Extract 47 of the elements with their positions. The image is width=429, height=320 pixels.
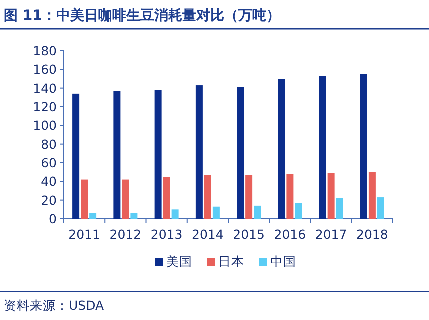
bar <box>246 175 253 219</box>
y-tick-label: 100 <box>33 118 58 134</box>
bar <box>130 213 138 219</box>
text: 资料来源：USDA <box>4 298 104 313</box>
bar <box>328 173 335 219</box>
bar <box>172 210 179 219</box>
y-tick-label: 180 <box>33 44 58 58</box>
bar <box>254 206 262 219</box>
y-tick-label: 160 <box>33 62 58 78</box>
legend-label: 日本 <box>218 254 244 269</box>
bar <box>212 206 220 219</box>
x-tick-label: 2013 <box>150 227 183 242</box>
bar <box>81 180 88 219</box>
y-tick-label: 80 <box>41 136 58 152</box>
bar <box>114 91 121 219</box>
x-tick-label: 2011 <box>68 227 100 242</box>
title: 图 11：中美日咖啡生豆消耗量对比（万吨） <box>4 8 280 24</box>
x-tick-label: 2018 <box>356 227 388 242</box>
bar <box>154 90 162 219</box>
x-tick-label: 2015 <box>233 227 265 242</box>
y-tick-label: 120 <box>33 100 58 114</box>
bar <box>196 86 203 219</box>
bar <box>72 94 80 219</box>
x-tick-label: 2016 <box>274 227 306 242</box>
bar <box>336 198 344 219</box>
x-tick-label: 2017 <box>315 227 348 242</box>
x-tick-label: 2012 <box>110 227 142 242</box>
bar <box>122 180 130 219</box>
bar <box>368 172 376 219</box>
bar <box>278 79 286 219</box>
bar <box>286 174 294 219</box>
x-tick-label: 2014 <box>192 227 224 242</box>
bar <box>237 87 244 219</box>
y-tick-label: 0 <box>49 212 58 226</box>
y-tick-label: 20 <box>41 192 58 208</box>
bar <box>360 74 368 219</box>
bar <box>204 175 212 219</box>
bar <box>90 213 97 219</box>
y-tick-label: 40 <box>41 174 58 190</box>
legend-label: 美国 <box>166 254 192 269</box>
legend-label: 中国 <box>270 254 296 269</box>
y-tick-label: 140 <box>33 80 58 96</box>
y-tick-label: 60 <box>41 156 58 170</box>
bar <box>319 76 326 219</box>
bar <box>295 203 302 219</box>
bar <box>377 198 384 219</box>
bar <box>163 177 170 219</box>
